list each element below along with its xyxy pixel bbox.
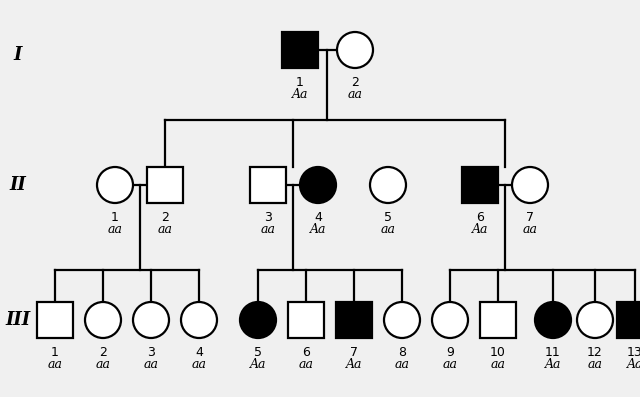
Text: 4: 4 xyxy=(314,211,322,224)
Text: 10: 10 xyxy=(490,346,506,359)
Text: aa: aa xyxy=(298,358,314,371)
Circle shape xyxy=(432,302,468,338)
Text: aa: aa xyxy=(588,358,602,371)
Text: II: II xyxy=(10,176,26,194)
Circle shape xyxy=(535,302,571,338)
Bar xyxy=(147,167,183,203)
Text: aa: aa xyxy=(522,223,538,236)
Circle shape xyxy=(384,302,420,338)
Text: 1: 1 xyxy=(296,76,304,89)
Text: aa: aa xyxy=(260,223,275,236)
Text: aa: aa xyxy=(95,358,111,371)
Circle shape xyxy=(512,167,548,203)
Text: Aa: Aa xyxy=(545,358,561,371)
Circle shape xyxy=(97,167,133,203)
Bar xyxy=(336,302,372,338)
Text: 3: 3 xyxy=(147,346,155,359)
Text: 4: 4 xyxy=(195,346,203,359)
Text: aa: aa xyxy=(490,358,506,371)
Text: Aa: Aa xyxy=(472,223,488,236)
Text: aa: aa xyxy=(394,358,410,371)
Circle shape xyxy=(300,167,336,203)
Text: aa: aa xyxy=(157,223,173,236)
Circle shape xyxy=(133,302,169,338)
Bar xyxy=(480,302,516,338)
Text: 2: 2 xyxy=(351,76,359,89)
Circle shape xyxy=(85,302,121,338)
Text: 6: 6 xyxy=(476,211,484,224)
Text: 1: 1 xyxy=(111,211,119,224)
Text: 3: 3 xyxy=(264,211,272,224)
Text: Aa: Aa xyxy=(250,358,266,371)
Circle shape xyxy=(337,32,373,68)
Bar xyxy=(37,302,73,338)
Text: Aa: Aa xyxy=(292,88,308,101)
Text: aa: aa xyxy=(381,223,396,236)
Text: Aa: Aa xyxy=(346,358,362,371)
Text: 12: 12 xyxy=(587,346,603,359)
Circle shape xyxy=(240,302,276,338)
Text: Aa: Aa xyxy=(310,223,326,236)
Text: aa: aa xyxy=(348,88,362,101)
Circle shape xyxy=(370,167,406,203)
Circle shape xyxy=(181,302,217,338)
Bar xyxy=(288,302,324,338)
Text: 5: 5 xyxy=(254,346,262,359)
Text: 6: 6 xyxy=(302,346,310,359)
Text: Aa: Aa xyxy=(627,358,640,371)
Text: aa: aa xyxy=(191,358,207,371)
Text: aa: aa xyxy=(143,358,159,371)
Text: 5: 5 xyxy=(384,211,392,224)
Bar xyxy=(282,32,318,68)
Text: 7: 7 xyxy=(526,211,534,224)
Bar xyxy=(250,167,286,203)
Text: 2: 2 xyxy=(161,211,169,224)
Text: III: III xyxy=(5,311,31,329)
Text: aa: aa xyxy=(47,358,63,371)
Text: 7: 7 xyxy=(350,346,358,359)
Text: 11: 11 xyxy=(545,346,561,359)
Text: aa: aa xyxy=(442,358,458,371)
Text: 2: 2 xyxy=(99,346,107,359)
Text: I: I xyxy=(14,46,22,64)
Text: 8: 8 xyxy=(398,346,406,359)
Bar xyxy=(462,167,498,203)
Text: 9: 9 xyxy=(446,346,454,359)
Text: 13: 13 xyxy=(627,346,640,359)
Text: aa: aa xyxy=(108,223,122,236)
Bar xyxy=(617,302,640,338)
Text: 1: 1 xyxy=(51,346,59,359)
Circle shape xyxy=(577,302,613,338)
